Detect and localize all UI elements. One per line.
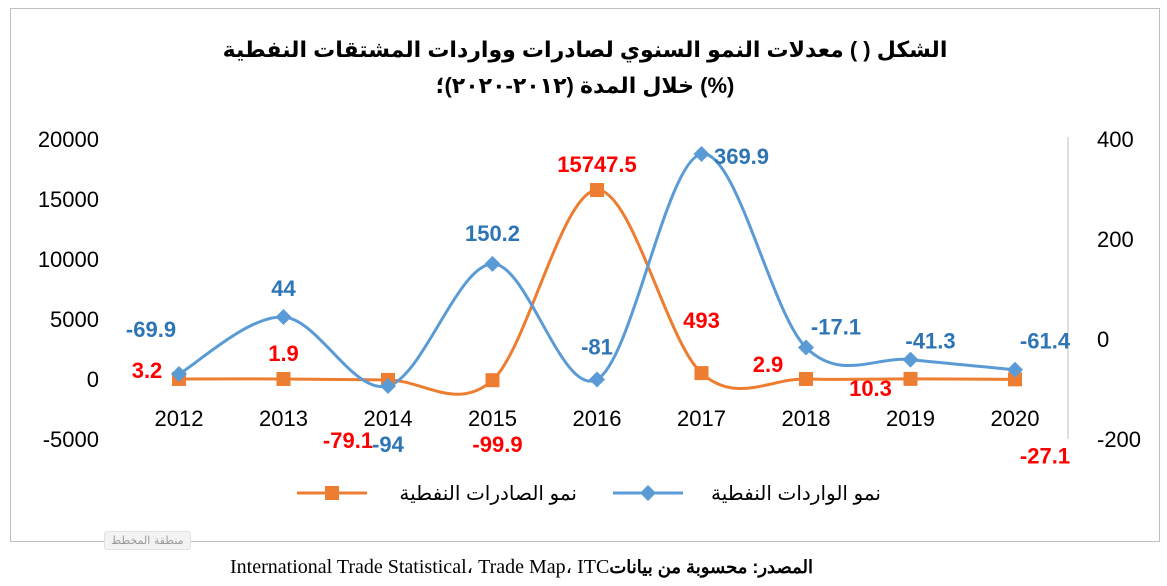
chart-area-watermark: منطقة المخطط [104,531,191,550]
chart-title-line2: خلال المدة (٢٠١٢-٢٠٢٠)؛ (%) [436,73,735,98]
import-data-label: -69.9 [126,317,176,342]
export-data-label: -79.1 [323,428,373,453]
x-tick-label: 2016 [573,406,622,431]
import-marker [380,378,396,394]
y-left-tick-label: 20000 [38,127,99,152]
export-data-label: 15747.5 [557,152,637,177]
x-tick-label: 2014 [364,406,413,431]
legend-exports-label: نمو الصادرات النفطية [399,483,577,505]
export-data-label: 493 [683,308,720,333]
import-data-label: -61.4 [1020,329,1071,354]
import-data-label: -81 [581,335,613,360]
export-marker [903,371,918,386]
x-tick-label: 2012 [155,406,204,431]
export-marker [694,366,709,381]
import-data-label: -41.3 [905,329,955,354]
y-left-tick-label: -5000 [43,427,99,452]
x-tick-label: 2013 [259,406,308,431]
export-data-label: 2.9 [753,352,784,377]
export-marker [485,373,500,388]
legend-imports-label: نمو الواردات النفطية [711,483,881,505]
export-data-label: -27.1 [1020,443,1070,468]
legend: نمو الصادرات النفطية نمو الواردات النفطية [297,483,881,505]
y-left-tick-label: 10000 [38,247,99,272]
chart-frame: الشكل ( ) معدلات النمو السنوي لصادرات وو… [10,8,1160,542]
x-tick-label: 2019 [886,406,935,431]
import-marker [275,309,292,325]
export-data-label: -99.9 [472,432,522,457]
y-left-tick-label: 15000 [38,187,99,212]
y-right-tick-label: 400 [1097,127,1134,152]
source-label: المصدر: محسوبة من بيانات [609,557,813,577]
import-data-label: 369.9 [714,144,769,169]
source-text: International Trade Statistical، Trade M… [230,556,610,578]
import-marker [171,365,187,382]
series-line-exports [178,188,1016,396]
y-left-tick-label: 5000 [50,307,99,332]
chart-svg: الشكل ( ) معدلات النمو السنوي لصادرات وو… [38,37,1141,505]
import-data-label: 150.2 [465,221,520,246]
x-tick-label: 2018 [782,406,831,431]
import-marker [589,371,605,388]
x-tick-label: 2017 [677,406,726,431]
chart-title-line1: الشكل ( ) معدلات النمو السنوي لصادرات وو… [223,37,948,63]
source-note: International Trade Statistical، Trade M… [230,554,813,579]
import-marker [902,351,919,368]
import-data-label: -94 [372,432,405,457]
x-tick-label: 2015 [468,406,517,431]
export-data-label: 3.2 [132,358,163,383]
y-right-tick-label: 200 [1097,227,1134,252]
import-marker [798,339,814,356]
import-marker [1007,361,1023,378]
export-marker [1008,372,1022,387]
import-marker [693,146,710,163]
import-data-label: -17.1 [811,315,861,340]
export-data-label: 1.9 [268,341,299,366]
export-marker [276,371,291,386]
y-left-tick-label: 0 [87,367,99,392]
export-marker [799,371,813,386]
x-tick-label: 2020 [991,406,1040,431]
export-data-label: 10.3 [849,376,892,401]
y-right-tick-label: 0 [1097,327,1109,352]
y-right-tick-label: -200 [1097,427,1141,452]
legend-exports-marker [325,486,339,500]
import-marker [484,255,501,272]
legend-imports-marker [640,485,656,501]
export-marker [590,183,604,198]
import-data-label: 44 [271,276,296,301]
